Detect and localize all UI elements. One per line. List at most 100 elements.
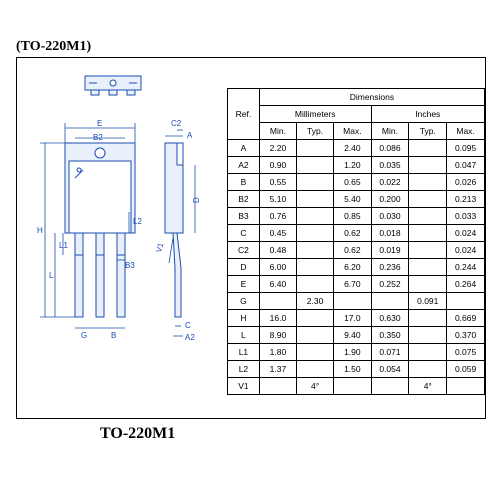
table-cell [297,140,334,157]
table-cell [409,174,447,191]
dim-label-b: B [111,331,116,340]
dim-label-c2: C2 [171,119,182,128]
table-header-max: Max. [447,123,485,140]
table-cell: 0.018 [371,225,409,242]
table-cell: 0.244 [447,259,485,276]
table-cell: 0.90 [259,157,296,174]
table-cell [297,157,334,174]
table-cell: 0.213 [447,191,485,208]
table-cell: 0.071 [371,344,409,361]
table-cell: 0.033 [447,208,485,225]
caption: TO-220M1 [100,425,175,443]
table-cell [409,225,447,242]
table-cell: 0.630 [371,310,409,327]
table-cell: 8.90 [259,327,296,344]
table-cell [409,276,447,293]
table-cell: 0.76 [259,208,296,225]
table-cell [259,293,296,310]
table-cell: 2.40 [334,140,371,157]
table-row: B25.10 5.400.200 0.213 [228,191,485,208]
table-cell [297,242,334,259]
table-cell: 0.370 [447,327,485,344]
table-header-in: Inches [371,106,484,123]
dim-label-d: D [192,197,201,203]
table-cell [334,293,371,310]
table-cell: 0.030 [371,208,409,225]
table-row: B0.550.650.0220.026 [228,174,485,191]
table-cell [297,327,334,344]
dim-label-a: A [187,131,193,140]
table-cell: B [228,174,260,191]
table-cell: 6.40 [259,276,296,293]
table-header-min: Min. [259,123,296,140]
table-cell [447,293,485,310]
dim-label-h: H [37,226,43,235]
table-cell [334,378,371,395]
table-row: G 2.30 0.091 [228,293,485,310]
table-cell [409,157,447,174]
table-cell: 0.054 [371,361,409,378]
table-cell: 5.40 [334,191,371,208]
dim-label-l2: L2 [133,217,142,226]
table-cell: 0.65 [334,174,371,191]
table-cell [297,208,334,225]
table-header-min: Min. [371,123,409,140]
table-cell: 4° [297,378,334,395]
package-drawing: E B2 C2 A L2 H L L1 B3 G B V1 D C A2 [25,68,215,408]
table-row: H16.0 17.00.630 0.669 [228,310,485,327]
table-row: V14°4° [228,378,485,395]
table-cell: H [228,310,260,327]
table-cell [371,293,409,310]
table-cell: 5.10 [259,191,296,208]
table-cell: 0.019 [371,242,409,259]
table-header-ref: Ref. [228,89,260,140]
table-cell: E [228,276,260,293]
table-cell [409,259,447,276]
dimensions-table: Ref. Dimensions Millimeters Inches Min. … [227,88,485,395]
table-cell: 0.669 [447,310,485,327]
table-cell: 0.45 [259,225,296,242]
table-cell [297,276,334,293]
table-cell: 0.024 [447,225,485,242]
table-cell [297,191,334,208]
table-cell: 2.30 [297,293,334,310]
table-cell [297,344,334,361]
table-row: B30.760.850.0300.033 [228,208,485,225]
table-cell: 1.80 [259,344,296,361]
table-cell: C2 [228,242,260,259]
table-cell [409,242,447,259]
dim-label-c-side: C [185,321,191,330]
table-header-typ: Typ. [297,123,334,140]
table-header-mm: Millimeters [259,106,371,123]
table-cell: 9.40 [334,327,371,344]
table-cell [297,310,334,327]
table-cell: 0.095 [447,140,485,157]
dim-label-g: G [81,331,87,340]
table-cell [447,378,485,395]
table-cell [259,378,296,395]
table-header-typ: Typ. [409,123,447,140]
table-row: A2.202.400.0860.095 [228,140,485,157]
table-cell: G [228,293,260,310]
table-cell: A [228,140,260,157]
table-cell: 0.62 [334,242,371,259]
table-cell: 0.62 [334,225,371,242]
table-cell: 0.264 [447,276,485,293]
table-cell: B2 [228,191,260,208]
table-cell: B3 [228,208,260,225]
table-cell: 2.20 [259,140,296,157]
table-cell: 1.37 [259,361,296,378]
table-cell [409,344,447,361]
dim-label-b3: B3 [125,261,135,270]
table-cell: 0.200 [371,191,409,208]
table-cell: 0.55 [259,174,296,191]
table-cell: 0.350 [371,327,409,344]
table-cell: 6.20 [334,259,371,276]
table-cell: 17.0 [334,310,371,327]
table-cell: 0.091 [409,293,447,310]
dim-label-b2: B2 [93,133,103,142]
table-cell [297,361,334,378]
table-cell: 16.0 [259,310,296,327]
table-cell: C [228,225,260,242]
table-cell [297,225,334,242]
